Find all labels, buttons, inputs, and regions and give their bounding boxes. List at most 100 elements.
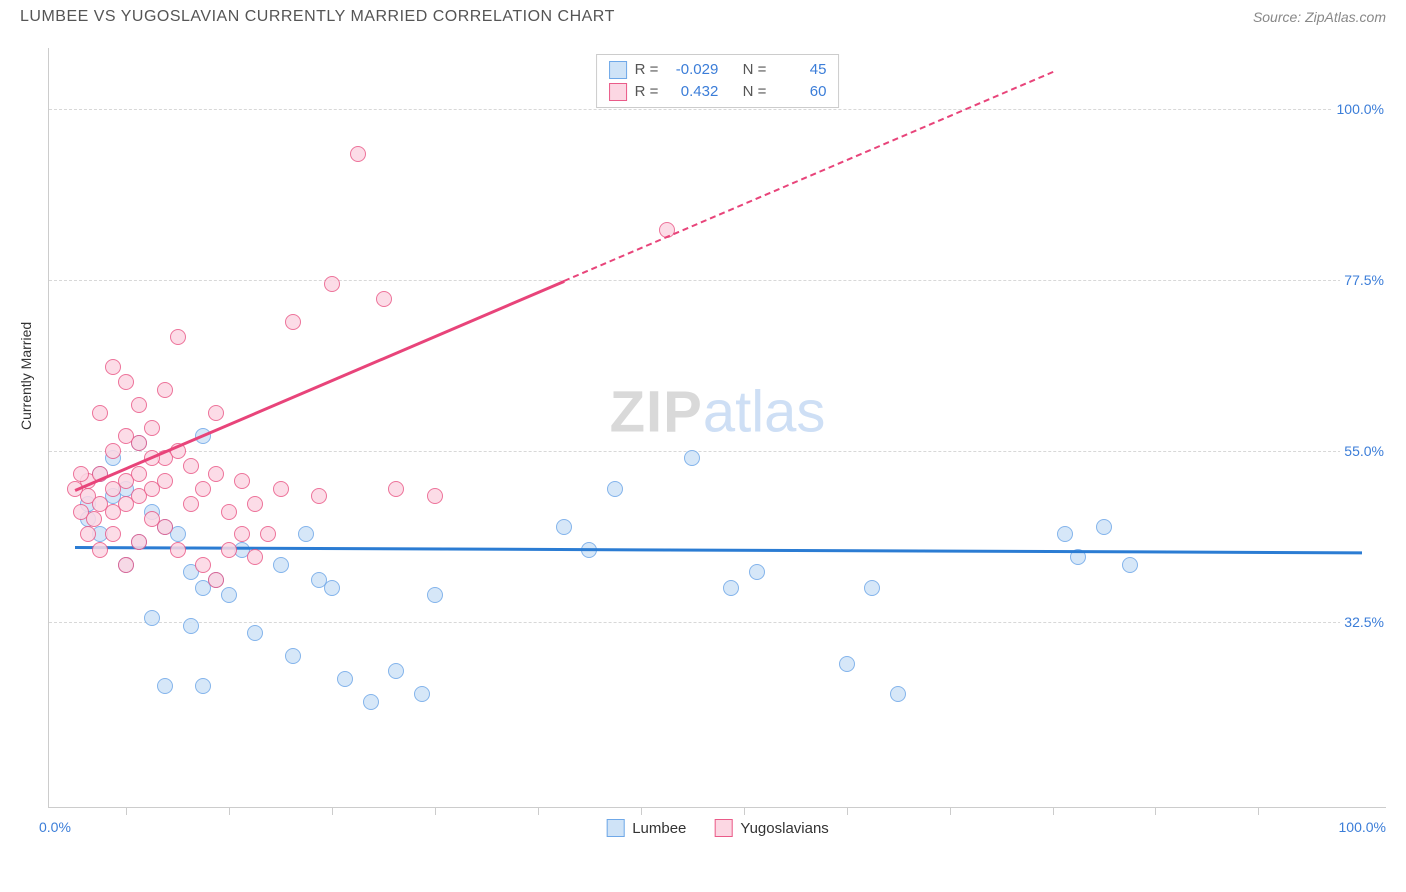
data-point-yugoslavians: [157, 382, 173, 398]
data-point-lumbee: [195, 678, 211, 694]
data-point-yugoslavians: [144, 420, 160, 436]
gridline: [49, 109, 1386, 110]
data-point-lumbee: [607, 481, 623, 497]
r-label: R =: [635, 81, 659, 103]
data-point-yugoslavians: [208, 405, 224, 421]
legend-swatch: [714, 819, 732, 837]
data-point-lumbee: [1096, 519, 1112, 535]
data-point-yugoslavians: [350, 146, 366, 162]
data-point-yugoslavians: [311, 488, 327, 504]
swatch-yugoslavians: [609, 83, 627, 101]
stats-row-yugoslavians: R = 0.432 N = 60: [609, 81, 827, 103]
stats-box: R = -0.029 N = 45 R = 0.432 N = 60: [596, 54, 840, 108]
data-point-yugoslavians: [105, 359, 121, 375]
chart-header: LUMBEE VS YUGOSLAVIAN CURRENTLY MARRIED …: [0, 0, 1406, 30]
n-label: N =: [743, 81, 767, 103]
data-point-lumbee: [1057, 526, 1073, 542]
data-point-yugoslavians: [105, 443, 121, 459]
data-point-lumbee: [427, 587, 443, 603]
x-tick: [1155, 807, 1156, 815]
data-point-lumbee: [157, 678, 173, 694]
chart-source: Source: ZipAtlas.com: [1253, 9, 1386, 25]
data-point-yugoslavians: [183, 496, 199, 512]
data-point-lumbee: [890, 686, 906, 702]
data-point-yugoslavians: [273, 481, 289, 497]
watermark-part2: atlas: [703, 380, 826, 445]
data-point-yugoslavians: [105, 526, 121, 542]
data-point-lumbee: [414, 686, 430, 702]
data-point-yugoslavians: [170, 329, 186, 345]
x-tick: [126, 807, 127, 815]
y-tick-label: 32.5%: [1340, 614, 1388, 630]
stats-row-lumbee: R = -0.029 N = 45: [609, 59, 827, 81]
trend-line: [74, 280, 564, 491]
data-point-yugoslavians: [157, 473, 173, 489]
data-point-yugoslavians: [131, 534, 147, 550]
x-tick: [744, 807, 745, 815]
data-point-lumbee: [183, 618, 199, 634]
y-tick-label: 55.0%: [1340, 443, 1388, 459]
legend-item: Lumbee: [606, 819, 686, 837]
trend-line: [75, 546, 1362, 554]
data-point-yugoslavians: [221, 542, 237, 558]
data-point-lumbee: [864, 580, 880, 596]
data-point-yugoslavians: [234, 473, 250, 489]
data-point-lumbee: [388, 663, 404, 679]
r-value: 0.432: [666, 81, 718, 103]
x-tick: [641, 807, 642, 815]
data-point-lumbee: [285, 648, 301, 664]
n-label: N =: [743, 59, 767, 81]
data-point-lumbee: [337, 671, 353, 687]
data-point-yugoslavians: [118, 374, 134, 390]
y-tick-label: 100.0%: [1333, 101, 1388, 117]
gridline: [49, 451, 1386, 452]
r-value: -0.029: [666, 59, 718, 81]
data-point-yugoslavians: [80, 526, 96, 542]
data-point-lumbee: [723, 580, 739, 596]
data-point-yugoslavians: [131, 397, 147, 413]
r-label: R =: [635, 59, 659, 81]
legend-swatch: [606, 819, 624, 837]
data-point-lumbee: [144, 610, 160, 626]
x-tick: [1053, 807, 1054, 815]
data-point-yugoslavians: [92, 405, 108, 421]
n-value: 60: [774, 81, 826, 103]
data-point-yugoslavians: [86, 511, 102, 527]
data-point-yugoslavians: [195, 481, 211, 497]
n-value: 45: [774, 59, 826, 81]
data-point-yugoslavians: [285, 314, 301, 330]
data-point-yugoslavians: [324, 276, 340, 292]
gridline: [49, 280, 1386, 281]
data-point-yugoslavians: [388, 481, 404, 497]
x-tick: [847, 807, 848, 815]
data-point-lumbee: [363, 694, 379, 710]
data-point-lumbee: [556, 519, 572, 535]
legend-item: Yugoslavians: [714, 819, 828, 837]
data-point-yugoslavians: [247, 496, 263, 512]
scatter-chart: ZIPatlas R = -0.029 N = 45R = 0.432 N = 60 0…: [48, 48, 1386, 808]
x-tick: [435, 807, 436, 815]
data-point-yugoslavians: [260, 526, 276, 542]
data-point-yugoslavians: [208, 466, 224, 482]
x-tick: [538, 807, 539, 815]
data-point-lumbee: [839, 656, 855, 672]
data-point-yugoslavians: [131, 435, 147, 451]
data-point-yugoslavians: [118, 557, 134, 573]
x-tick: [1258, 807, 1259, 815]
x-tick: [950, 807, 951, 815]
data-point-lumbee: [273, 557, 289, 573]
data-point-yugoslavians: [208, 572, 224, 588]
watermark-part1: ZIP: [610, 380, 703, 445]
data-point-lumbee: [1122, 557, 1138, 573]
legend-label: Lumbee: [632, 820, 686, 837]
x-min-label: 0.0%: [39, 819, 71, 835]
data-point-yugoslavians: [195, 557, 211, 573]
data-point-yugoslavians: [234, 526, 250, 542]
data-point-yugoslavians: [170, 542, 186, 558]
gridline: [49, 622, 1386, 623]
data-point-yugoslavians: [157, 519, 173, 535]
chart-title: LUMBEE VS YUGOSLAVIAN CURRENTLY MARRIED …: [20, 8, 615, 26]
x-max-label: 100.0%: [1339, 819, 1386, 835]
data-point-lumbee: [684, 450, 700, 466]
data-point-yugoslavians: [427, 488, 443, 504]
